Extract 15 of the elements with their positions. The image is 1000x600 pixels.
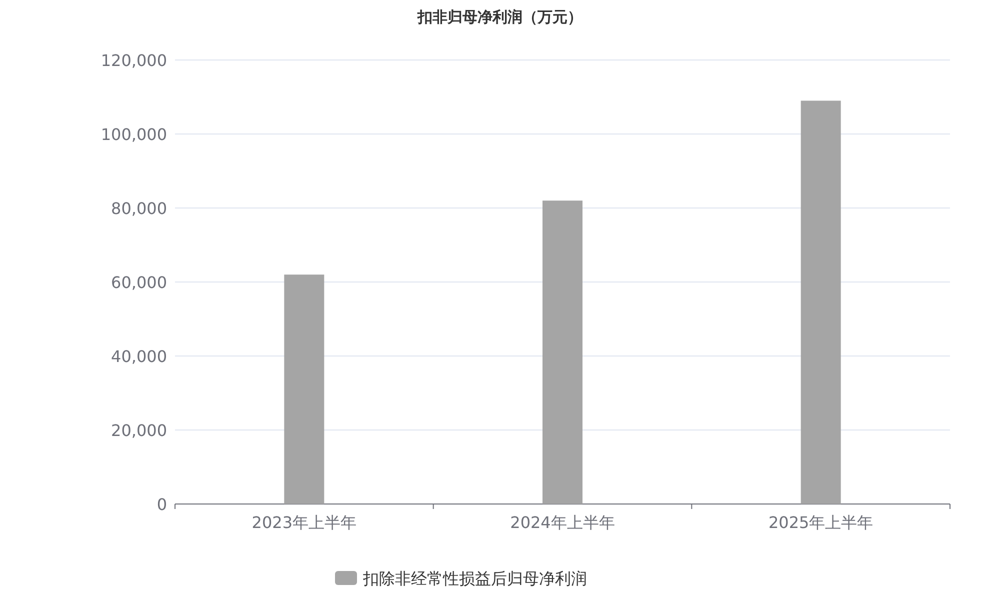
x-tick-label: 2024年上半年 bbox=[510, 513, 615, 532]
chart-title: 扣非归母净利润（万元） bbox=[416, 8, 582, 26]
y-tick-label: 120,000 bbox=[100, 51, 167, 70]
bar bbox=[800, 100, 841, 504]
x-tick-label: 2025年上半年 bbox=[768, 513, 874, 532]
y-tick-label: 60,000 bbox=[111, 273, 167, 292]
x-tick-label: 2023年上半年 bbox=[252, 513, 357, 532]
bar bbox=[284, 274, 324, 504]
y-tick-label: 0 bbox=[156, 495, 167, 514]
bar bbox=[542, 200, 582, 504]
y-tick-label: 40,000 bbox=[111, 347, 167, 366]
y-tick-label: 100,000 bbox=[100, 125, 167, 144]
y-tick-label: 80,000 bbox=[111, 199, 167, 218]
y-tick-label: 20,000 bbox=[111, 421, 167, 440]
legend-label: 扣除非经常性损益后归母净利润 bbox=[362, 569, 587, 588]
